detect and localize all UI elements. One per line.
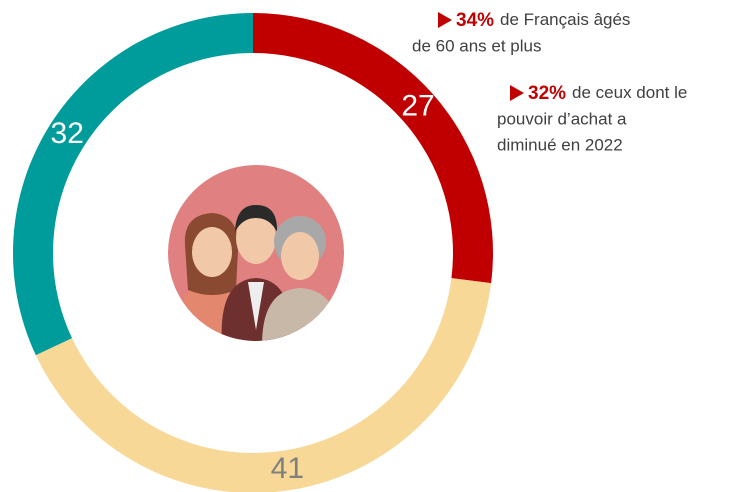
data-label: 27 bbox=[401, 89, 434, 122]
donut-segment bbox=[35, 278, 492, 492]
arrow bbox=[438, 12, 452, 28]
annotation-text: diminué en 2022 bbox=[497, 135, 623, 154]
annotation-highlight: 32% bbox=[528, 83, 566, 104]
annotation-text: de ceux dont le bbox=[572, 83, 687, 102]
data-label: 32 bbox=[51, 117, 84, 150]
annotation-highlight: 34% bbox=[456, 10, 494, 31]
center-icon bbox=[168, 165, 344, 341]
donut-segment bbox=[253, 13, 493, 284]
donut-segment bbox=[12, 13, 253, 356]
annotation: 32% de ceux dont le bbox=[528, 83, 687, 104]
annotation-text: pouvoir d’achat a bbox=[497, 109, 627, 128]
arrow bbox=[510, 85, 524, 101]
annotation: 34% de Français âgés bbox=[456, 10, 630, 31]
data-label: 41 bbox=[271, 452, 304, 485]
annotation-text: de Français âgés bbox=[500, 10, 630, 29]
annotation-text: de 60 ans et plus bbox=[412, 36, 541, 55]
